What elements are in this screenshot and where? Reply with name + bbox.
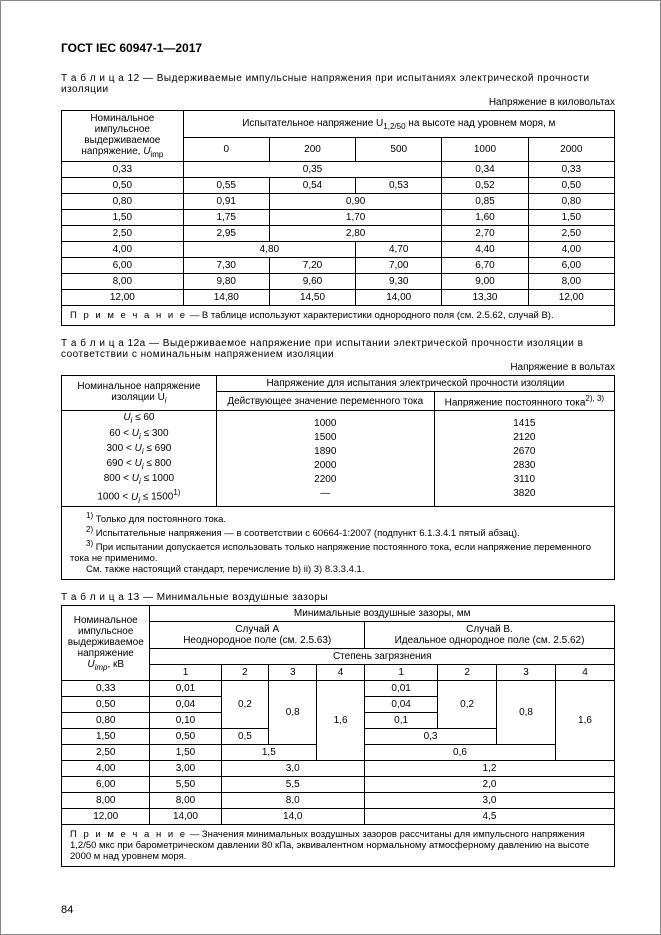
t12-h1000: 1000 [442, 138, 528, 162]
table12-caption: — Выдерживаемые импульсные напряжения пр… [61, 73, 590, 95]
table12-unit: Напряжение в киловольтах [61, 97, 615, 108]
table-row: 6,00 7,30 7,20 7,00 6,70 6,00 [62, 258, 615, 274]
table-row: 1,50 1,75 1,70 1,60 1,50 [62, 210, 615, 226]
table12a-unit: Напряжение в вольтах [61, 362, 615, 373]
table13: Номинальноеимпульсноевыдерживаемоенапряж… [61, 605, 615, 867]
table-row: 0,33 0,01 0,2 0,8 1,6 0,01 0,2 0,8 1,6 [62, 681, 615, 697]
t13-main-header: Минимальные воздушные зазоры, мм [150, 606, 615, 622]
table13-note: П р и м е ч а н и е — Значения минимальн… [62, 825, 615, 867]
t12-h0: 0 [183, 138, 269, 162]
document-header: ГОСТ IEC 60947-1—2017 [61, 41, 615, 55]
table-row: 4,00 3,00 3,0 1,2 [62, 761, 615, 777]
table12a-footnotes: 1) Только для постоянного тока. 2) Испыт… [62, 506, 615, 579]
t13-caseA: Случай А Неоднородное поле (см. 2.5.63) [150, 622, 365, 649]
t12-h200: 200 [269, 138, 355, 162]
table-row: 4,00 4,80 4,70 4,40 4,00 [62, 242, 615, 258]
t12a-col1-header: Номинальное напряжение изоляции Ui [62, 376, 217, 411]
t13-col1-header: Номинальноеимпульсноевыдерживаемоенапряж… [62, 606, 150, 681]
table-row: 8,00 8,00 8,0 3,0 [62, 793, 615, 809]
table-row: 2,50 2,95 2,80 2,70 2,50 [62, 226, 615, 242]
table-row: 12,00 14,00 14,0 4,5 [62, 809, 615, 825]
table12a-title: Т а б л и ц а 12а — Выдерживаемое напряж… [61, 338, 615, 360]
table-row: 6,00 5,50 5,5 2,0 [62, 777, 615, 793]
t12-col1-header: Номинальное импульсноевыдерживаемоенапря… [62, 111, 184, 162]
table13-title: Т а б л и ц а 13 — Минимальные воздушные… [61, 592, 615, 603]
table12-note: П р и м е ч а н и е — В таблице использу… [62, 306, 615, 326]
table-row: 12,00 14,80 14,50 14,00 13,30 12,00 [62, 290, 615, 306]
t13-degree: Степень загрязнения [150, 649, 615, 665]
table-row: 8,00 9,80 9,60 9,30 9,00 8,00 [62, 274, 615, 290]
table12a: Номинальное напряжение изоляции Ui Напря… [61, 375, 615, 580]
table12-prefix: Т а б л и ц а 12 [61, 73, 140, 84]
table-row: 0,33 0,35 0,34 0,33 [62, 162, 615, 178]
t12a-ac-header: Действующее значение переменного тока [216, 392, 434, 411]
page-number: 84 [61, 904, 73, 916]
table12: Номинальное импульсноевыдерживаемоенапря… [61, 110, 615, 326]
t12-test-header: Испытательное напряжение U1,2/50 на высо… [183, 111, 614, 138]
t12-h2000: 2000 [528, 138, 614, 162]
table12-title: Т а б л и ц а 12 — Выдерживаемые импульс… [61, 73, 615, 95]
t13-caseB: Случай В. Идеальное однородное поле (см.… [365, 622, 615, 649]
t12-h500: 500 [356, 138, 442, 162]
t12a-dc-header: Напряжение постоянного тока2), 3) [434, 392, 614, 411]
table-row: 0,80 0,91 0,90 0,85 0,80 [62, 194, 615, 210]
t12a-group-header: Напряжение для испытания электрической п… [216, 376, 614, 392]
page: ГОСТ IEC 60947-1—2017 Т а б л и ц а 12 —… [0, 0, 661, 935]
table-row: 0,50 0,55 0,54 0,53 0,52 0,50 [62, 178, 615, 194]
